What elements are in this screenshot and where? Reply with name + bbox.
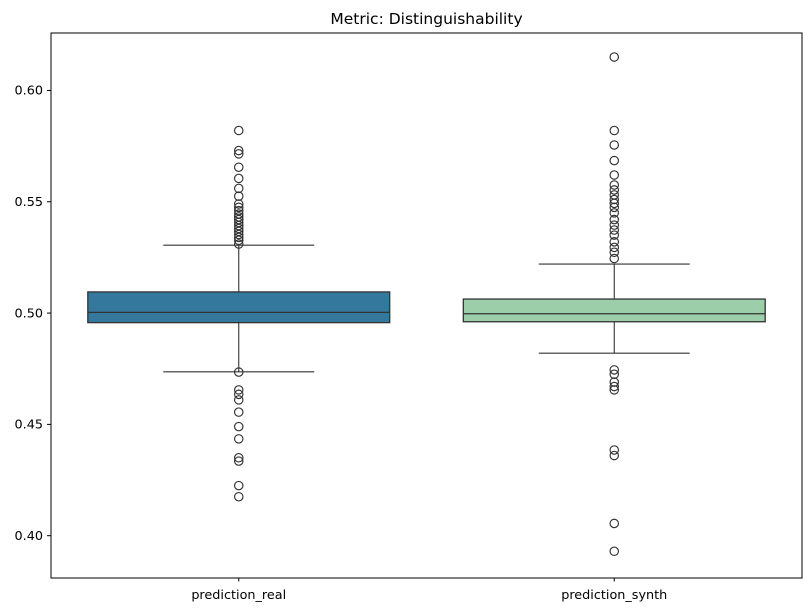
- outlier-point: [609, 242, 620, 253]
- x-tick-label: prediction_synth: [561, 588, 667, 603]
- chart-title: Metric: Distinguishability: [330, 10, 522, 28]
- outlier-point: [233, 385, 244, 395]
- outlier-point: [609, 230, 620, 240]
- outlier-point: [609, 194, 620, 205]
- outlier-point: [609, 180, 620, 190]
- outlier-point: [233, 173, 244, 184]
- x-tick-label: prediction_real: [191, 588, 286, 603]
- outlier-point: [609, 369, 620, 380]
- outlier-point: [233, 229, 244, 240]
- outlier-point: [609, 155, 620, 166]
- outlier-point: [233, 145, 244, 156]
- outlier-point: [609, 385, 620, 395]
- outlier-point: [609, 445, 620, 455]
- outlier-point: [233, 389, 244, 400]
- y-tick-label: 0.55: [15, 195, 44, 210]
- outlier-point: [609, 125, 620, 136]
- outlier-point: [609, 52, 620, 62]
- outlier-point: [609, 237, 620, 247]
- outlier-point: [233, 162, 244, 173]
- outlier-point: [609, 202, 620, 213]
- outlier-point: [233, 232, 244, 243]
- box-prediction_synth: [462, 52, 766, 557]
- y-tick-label: 0.60: [15, 84, 44, 99]
- box-rect: [462, 298, 766, 323]
- outlier-point: [609, 365, 620, 375]
- outlier-point: [609, 185, 620, 195]
- outlier-point: [609, 381, 620, 392]
- outlier-point: [609, 518, 620, 529]
- outlier-point: [609, 170, 620, 180]
- outlier-point: [233, 149, 244, 159]
- outlier-point: [609, 140, 620, 150]
- box-rect: [87, 291, 391, 324]
- outlier-point: [609, 220, 620, 230]
- outlier-point: [609, 214, 620, 225]
- outlier-point: [233, 480, 244, 491]
- box-prediction_real: [87, 125, 391, 502]
- outlier-point: [609, 546, 620, 557]
- outlier-point: [233, 491, 244, 502]
- outlier-point: [233, 407, 244, 417]
- outlier-point: [233, 367, 244, 377]
- outlier-point: [233, 199, 244, 209]
- outlier-point: [609, 450, 620, 461]
- outlier-point: [609, 208, 620, 218]
- outlier-point: [609, 253, 620, 264]
- outlier-point: [233, 191, 244, 201]
- y-tick-label: 0.50: [15, 306, 44, 321]
- outlier-point: [233, 453, 244, 463]
- outlier-point: [233, 235, 244, 246]
- outlier-point: [233, 183, 244, 194]
- outlier-point: [233, 456, 244, 466]
- outlier-point: [233, 125, 244, 136]
- y-tick-label: 0.45: [15, 418, 44, 433]
- outlier-point: [233, 395, 244, 405]
- outlier-point: [233, 239, 244, 249]
- outlier-point: [609, 225, 620, 235]
- outlier-point: [233, 434, 244, 444]
- outlier-point: [233, 202, 244, 213]
- outlier-point: [233, 421, 244, 432]
- y-tick-label: 0.40: [15, 529, 44, 544]
- outlier-point: [609, 247, 620, 258]
- outlier-point: [609, 377, 620, 387]
- outlier-point: [609, 198, 620, 209]
